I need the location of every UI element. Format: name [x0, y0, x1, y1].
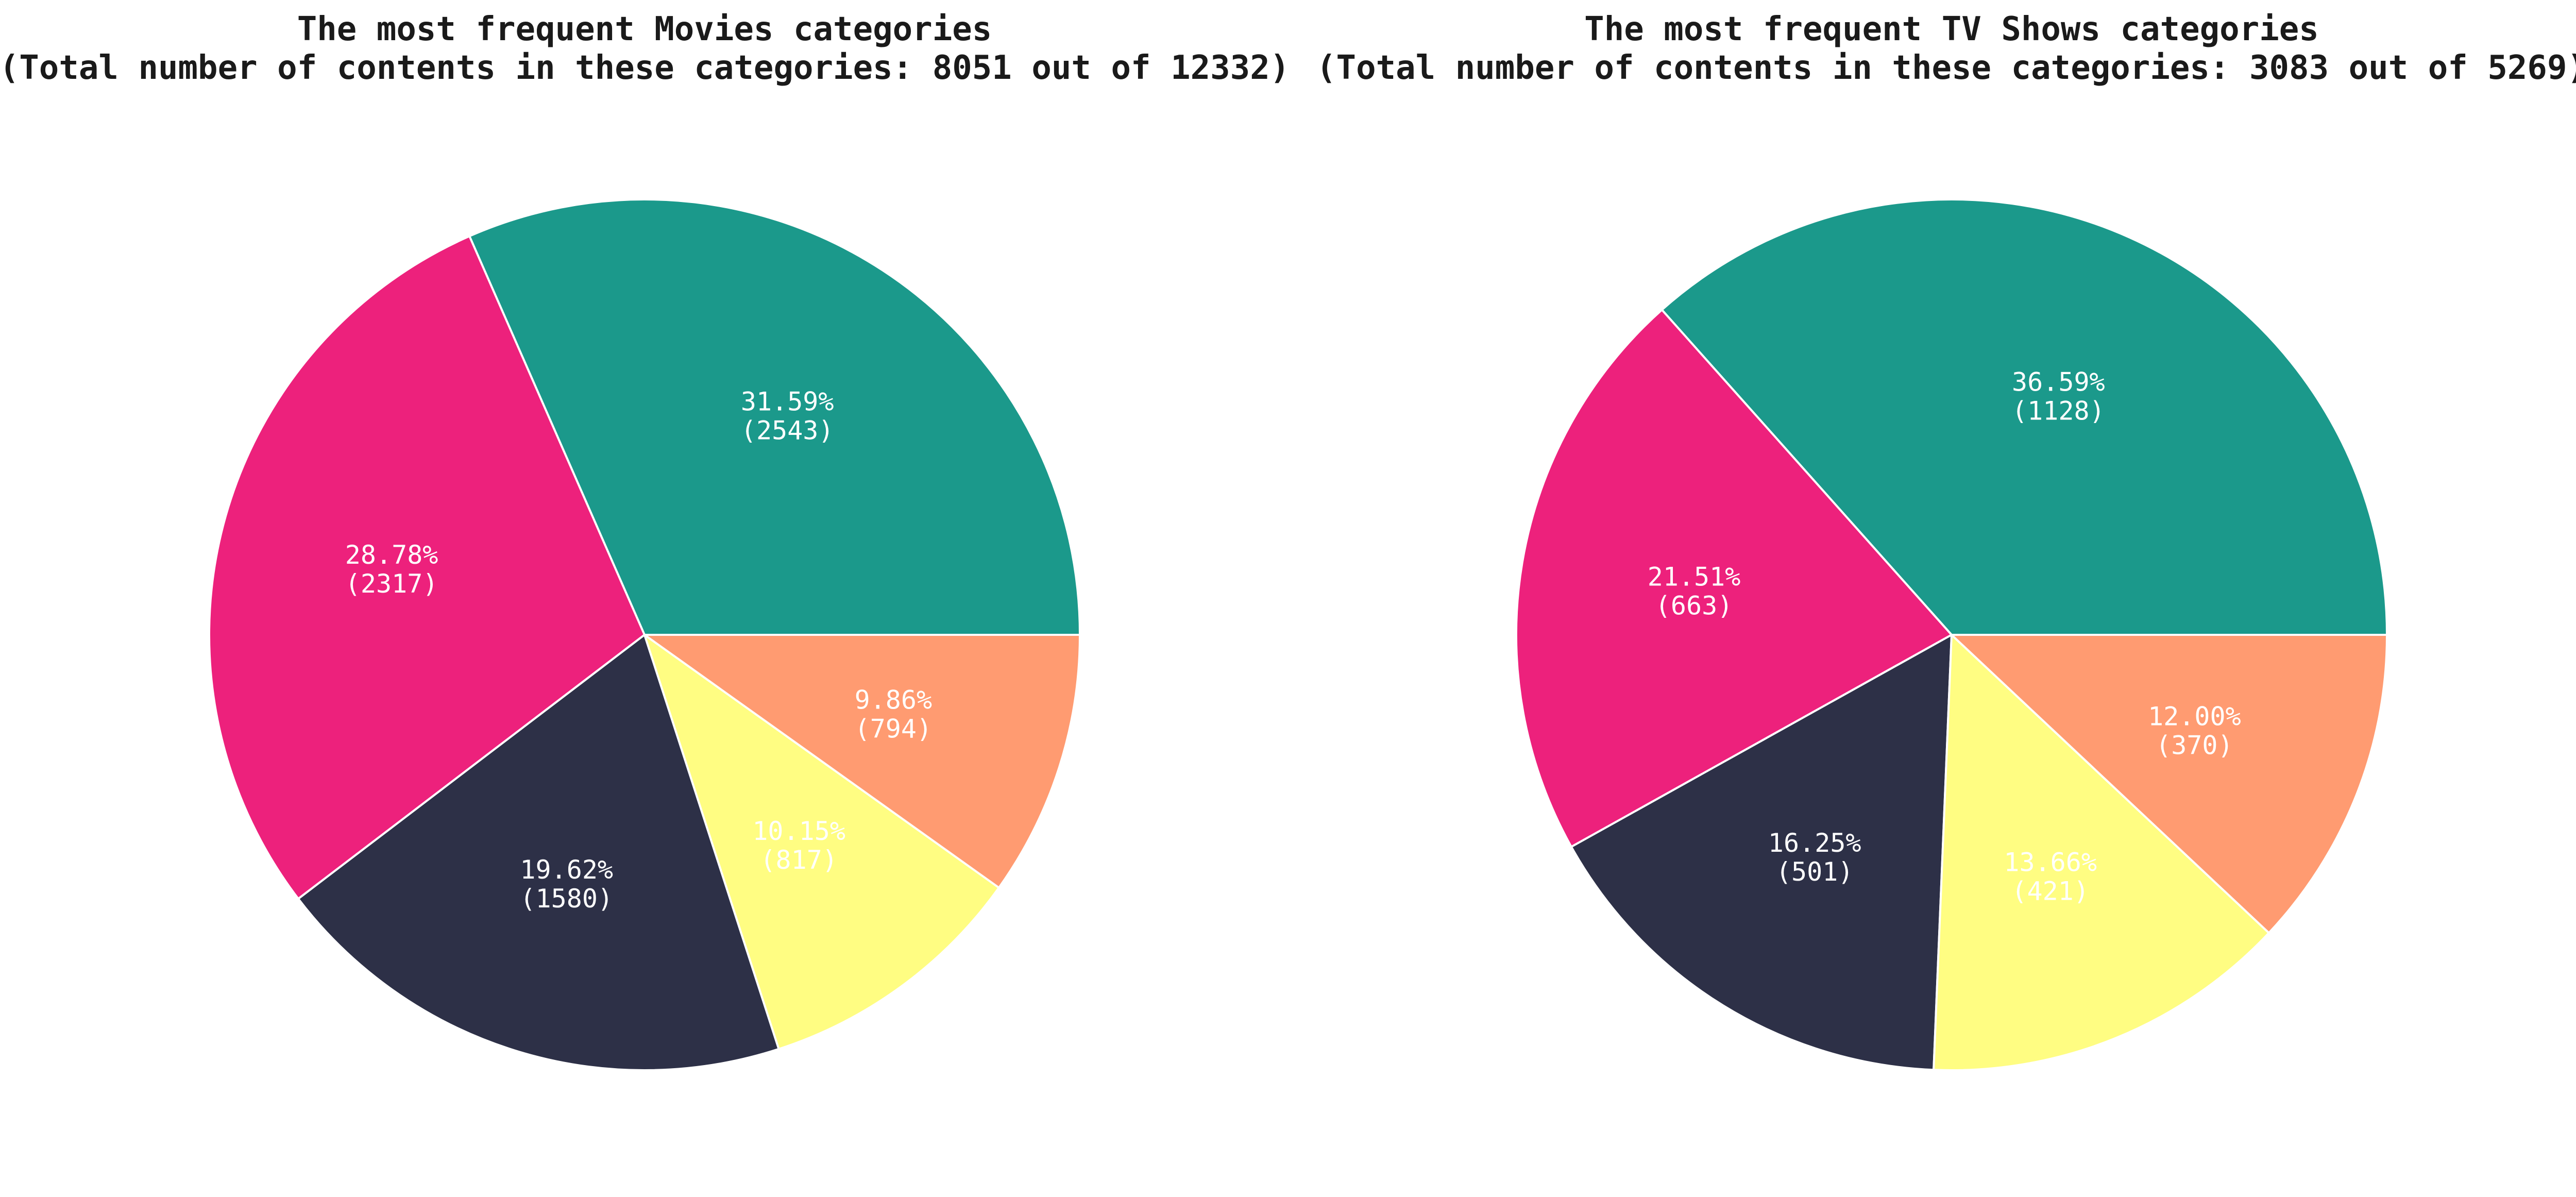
movies-chart-subtitle: (Total number of contents in these categ… — [0, 49, 1290, 87]
tvshows-slice-2-count-label: (663) — [1655, 591, 1733, 621]
tvshows-slice-5 — [1951, 634, 2388, 934]
tvshows-slice-4-label: 13.66% (421) — [2004, 847, 2097, 906]
tvshows-chart-title: The most frequent TV Shows categories — [1584, 10, 2319, 48]
tvshows-slice-2-percent-label: 21.51% — [1648, 562, 1741, 592]
movies-slice-4-count-label: (817) — [760, 845, 838, 875]
movies-slice-3-count-label: (1580) — [520, 884, 613, 914]
tvshows-slice-5-label: 12.00% (370) — [2148, 702, 2241, 761]
movies-slice-1 — [468, 198, 1081, 636]
movies-slice-2-label: 28.78% (2317) — [345, 540, 438, 599]
tvshows-slice-3-percent-label: 16.25% — [1768, 828, 1861, 858]
movies-slice-1-count-label: (2543) — [741, 415, 834, 445]
tvshows-slice-1-count-label: (1128) — [2012, 396, 2105, 426]
tvshows-slice-4-count-label: (421) — [2011, 876, 2089, 906]
tvshows-slice-1 — [1660, 198, 2388, 636]
tvshows-slice-5-count-label: (370) — [2156, 731, 2233, 761]
movies-pie-slices: 31.59% (2543) 28.78% (2317) 19.62% (1580) 10.1… — [208, 198, 1081, 1071]
movies-slice-5-label: 9.86% (794) — [855, 685, 933, 744]
movies-slice-3-percent-label: 19.62% — [520, 855, 613, 885]
movies-slice-2-percent-label: 28.78% — [345, 540, 438, 570]
tvshows-slice-3 — [1570, 634, 1953, 1071]
movies-slice-4-label: 10.15% (817) — [752, 816, 845, 875]
tvshows-slice-3-count-label: (501) — [1776, 857, 1854, 887]
movies-slice-5-percent-label: 9.86% — [855, 685, 933, 715]
movies-slice-2 — [208, 235, 646, 900]
tvshows-slice-5-percent-label: 12.00% — [2148, 702, 2241, 732]
tvshows-chart-subtitle: (Total number of contents in these categ… — [1316, 49, 2576, 87]
movies-slice-4 — [643, 634, 1000, 1050]
movies-pie-chart: The most frequent Movies categories (Tot… — [0, 10, 1290, 1071]
tvshows-slice-4 — [1933, 634, 2270, 1071]
movies-slice-5 — [643, 634, 1081, 889]
movies-slice-3 — [297, 634, 780, 1071]
tvshows-slice-2 — [1515, 309, 1953, 848]
movies-slice-5-count-label: (794) — [855, 714, 933, 744]
movies-chart-title: The most frequent Movies categories — [297, 10, 992, 48]
movies-slice-2-count-label: (2317) — [345, 569, 438, 599]
movies-slice-1-percent-label: 31.59% — [741, 386, 834, 416]
tvshows-slice-4-percent-label: 13.66% — [2004, 847, 2097, 877]
tvshows-slice-3-label: 16.25% (501) — [1768, 828, 1861, 887]
tvshows-pie-chart: The most frequent TV Shows categories (T… — [1316, 10, 2576, 1071]
movies-slice-1-label: 31.59% (2543) — [741, 386, 834, 445]
tvshows-slice-1-percent-label: 36.59% — [2012, 367, 2105, 397]
movies-slice-3-label: 19.62% (1580) — [520, 855, 613, 914]
tvshows-slice-1-label: 36.59% (1128) — [2012, 367, 2105, 426]
movies-slice-4-percent-label: 10.15% — [752, 816, 845, 846]
tvshows-slice-2-label: 21.51% (663) — [1648, 562, 1741, 621]
tvshows-pie-slices: 36.59% (1128) 21.51% (663) 16.25% (501) 13.66%… — [1515, 198, 2388, 1071]
